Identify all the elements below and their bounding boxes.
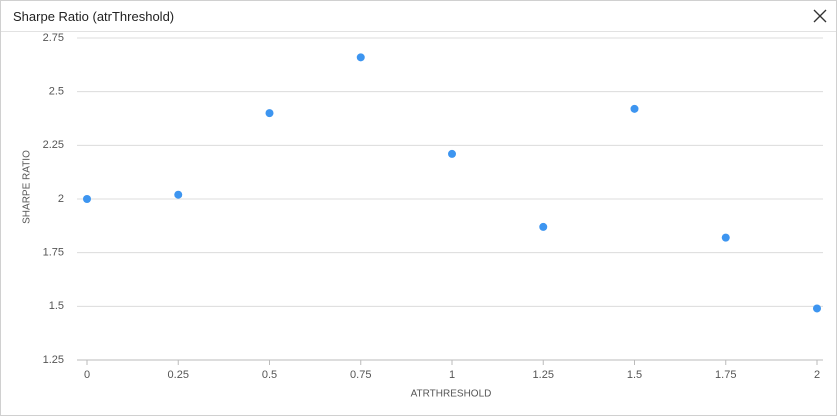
x-tick-label: 0 [84,369,90,381]
x-tick-label: 1.25 [533,369,554,381]
x-tick-label: 0.5 [262,369,277,381]
point [356,53,365,62]
point [721,233,730,242]
chart: SHARPE RATIO ATRTHRESHOLD 1.25 1.5 1.75 2 2.… [22,32,823,400]
x-tick-label: 1 [449,369,455,381]
y-tick-label: 1.5 [49,300,64,312]
y-axis-label: SHARPE RATIO [22,150,33,224]
point [630,104,639,113]
x-tick-label: 1.75 [715,369,736,381]
close-button[interactable] [812,8,828,24]
point [813,304,821,313]
point [174,190,183,199]
x-tick-label: 1.5 [627,369,642,381]
y-tick-label: 1.75 [43,247,64,259]
window-header: Sharpe Ratio (atrThreshold) [1,1,836,32]
x-axis-label: ATRTHRESHOLD [411,389,492,400]
x-tick-label: 2 [814,369,820,381]
y-tick-label: 2.5 [49,86,64,98]
point [448,149,456,158]
chart-title: Sharpe Ratio (atrThreshold) [13,8,175,24]
point [265,109,274,118]
point [539,222,548,231]
y-tick-label: 2 [58,193,64,205]
y-tick-label: 2.75 [43,32,64,44]
x-tick-label: 0.75 [350,369,371,381]
point [83,195,91,203]
y-tick-label: 1.25 [43,354,64,366]
x-tick-label: 0.25 [168,369,189,381]
y-tick-label: 2.25 [43,139,64,151]
